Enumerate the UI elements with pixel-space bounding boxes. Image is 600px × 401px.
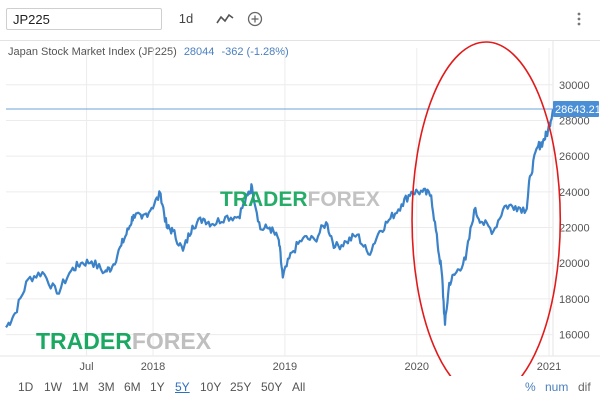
x-tick-label: 2021 (537, 361, 561, 373)
x-tick-label: 2019 (273, 361, 297, 373)
price-chart[interactable]: 16000 18000 20000 22000 24000 26000 28000 30000… (0, 40, 600, 376)
last-price-text: 28643.21 (555, 104, 600, 116)
y-tick-label: 16000 (559, 330, 590, 342)
x-tick-label: Jul (80, 361, 94, 373)
chart-toolbar: 1d (0, 0, 600, 41)
range-button-all[interactable]: All (292, 380, 306, 394)
range-button-6m[interactable]: 6M (124, 380, 141, 394)
range-button-1m[interactable]: 1M (72, 380, 89, 394)
vertical-dots-icon[interactable] (572, 8, 586, 30)
y-tick-label: 18000 (559, 294, 590, 306)
range-button-1w[interactable]: 1W (44, 380, 62, 394)
range-button-50y[interactable]: 50Y (261, 380, 283, 394)
chart-grid (0, 40, 600, 357)
interval-button[interactable]: 1d (178, 11, 194, 26)
chart-header: Japan Stock Market Index (JP225) 28044 -… (8, 46, 289, 58)
plus-circle-icon[interactable] (244, 8, 266, 30)
y-tick-label: 30000 (559, 80, 590, 92)
mode-button-num[interactable]: num (545, 380, 569, 394)
last-price-label: 28643.21 (6, 100, 600, 117)
x-tick-label: 2020 (405, 361, 429, 373)
y-tick-label: 28000 (559, 115, 590, 127)
y-tick-label: 26000 (559, 151, 590, 163)
range-button-25y[interactable]: 25Y (230, 380, 252, 394)
y-axis-labels: 16000 18000 20000 22000 24000 26000 28000 30000 (559, 80, 590, 342)
range-button-1d[interactable]: 1D (18, 380, 34, 394)
range-button-3m[interactable]: 3M (98, 380, 115, 394)
range-button-1y[interactable]: 1Y (150, 380, 165, 394)
range-button-5y[interactable]: 5Y (175, 380, 190, 394)
y-tick-label: 24000 (559, 187, 590, 199)
range-button-10y[interactable]: 10Y (200, 380, 222, 394)
symbol-input[interactable] (6, 8, 162, 30)
watermark-center: TRADERFOREX (220, 188, 380, 211)
x-tick-label: 2018 (141, 361, 165, 373)
current-price: 28044 (183, 46, 215, 58)
line-chart-icon[interactable] (212, 8, 238, 30)
watermark-bottom: TRADERFOREX (36, 328, 212, 354)
series-line (5, 108, 555, 329)
annotation-ellipse (411, 41, 562, 376)
x-axis-labels: Jul 2018 2019 2020 2021 (80, 361, 562, 373)
mode-button-percent[interactable]: % (525, 380, 536, 394)
instrument-name: Japan Stock Market Index (JP225) (8, 46, 177, 58)
range-selector: 1D 1W 1M 3M 6M 1Y 5Y 10Y 25Y 50Y All% num dif (0, 378, 600, 398)
y-tick-label: 20000 (559, 258, 590, 270)
price-change: -362 (-1.28%) (221, 46, 289, 58)
y-tick-label: 22000 (559, 223, 590, 235)
mode-button-dif[interactable]: dif (578, 380, 591, 394)
